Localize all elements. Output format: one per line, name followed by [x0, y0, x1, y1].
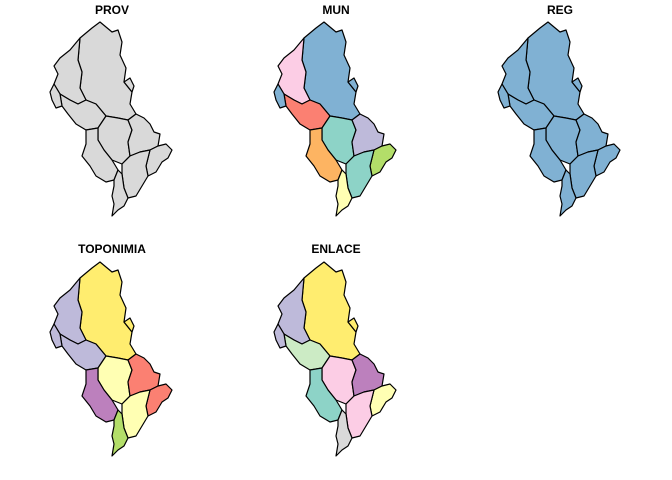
region-toponimia-8 [111, 409, 129, 457]
panel-title-mun: MUN [322, 3, 349, 17]
region-reg-7 [569, 149, 599, 199]
map-panel-reg: REG [497, 3, 621, 217]
map-panel-mun: MUN [273, 3, 397, 217]
region-toponimia-7 [121, 389, 151, 439]
panel-title-enlace: ENLACE [311, 242, 360, 256]
region-prov-10 [123, 77, 135, 93]
region-mun-7 [345, 149, 375, 199]
map-panel-prov: PROV [49, 3, 173, 217]
region-mun-10 [347, 77, 359, 93]
prov-regions [49, 21, 173, 217]
region-enlace-10 [347, 317, 359, 333]
region-enlace-8 [335, 409, 353, 457]
region-prov-8 [111, 169, 129, 217]
region-prov-7 [121, 149, 151, 199]
panel-title-reg: REG [547, 3, 573, 17]
region-reg-8 [559, 169, 577, 217]
region-mun-9 [273, 83, 287, 109]
reg-regions [497, 21, 621, 217]
region-mun-8 [335, 169, 353, 217]
region-enlace-9 [273, 323, 287, 349]
panel-title-prov: PROV [95, 3, 129, 17]
mun-regions [273, 21, 397, 217]
region-reg-10 [571, 77, 583, 93]
toponimia-regions [49, 261, 173, 457]
region-toponimia-10 [123, 317, 135, 333]
map-panel-toponimia: TOPONIMIA [49, 242, 173, 457]
region-enlace-7 [345, 389, 375, 439]
panel-title-toponimia: TOPONIMIA [78, 242, 146, 256]
enlace-regions [273, 261, 397, 457]
region-toponimia-9 [49, 323, 63, 349]
region-reg-9 [497, 83, 511, 109]
region-prov-9 [49, 83, 63, 109]
map-panel-enlace: ENLACE [273, 242, 397, 457]
